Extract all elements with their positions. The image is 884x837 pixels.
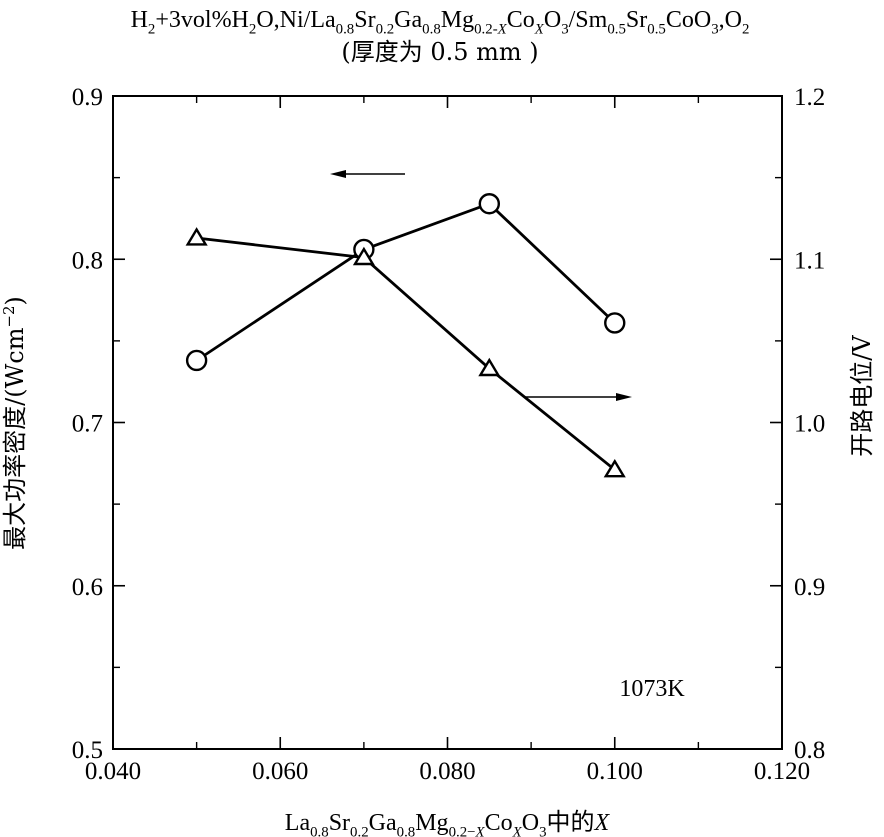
x-tick-label: 0.080	[419, 758, 475, 785]
y-tick-label: 0.9	[72, 84, 103, 111]
x-axis: 0.040 0.060 0.080 0.100 0.120	[85, 96, 810, 785]
y-tick-label: 0.9	[794, 574, 825, 601]
x-tick-label: 0.100	[587, 758, 643, 785]
y-axis-left: 0.5 0.6 0.7 0.8 0.9	[72, 84, 125, 764]
data-point-circle	[604, 312, 626, 334]
data-point-triangle	[603, 458, 626, 478]
data-point-triangle	[185, 227, 208, 246]
y-tick-label: 0.8	[794, 737, 825, 764]
data-point-triangle	[478, 357, 501, 377]
y-tick-label: 0.5	[72, 737, 103, 764]
y-axis-left-label: 最大功率密度/(Wcm−2)	[0, 296, 29, 550]
y-tick-label: 1.0	[794, 411, 825, 438]
left-axis-arrow	[330, 170, 405, 178]
y-tick-label: 1.2	[794, 84, 825, 111]
y-axis-right: 0.8 0.9 1.0 1.1 1.2	[770, 84, 825, 764]
annotation-temperature: 1073K	[619, 676, 685, 702]
x-axis-label: La0.8Sr0.2Ga0.8Mg0.2−XCoXO3中的X	[285, 809, 611, 837]
y-tick-label: 0.6	[72, 574, 103, 601]
chart-title: H2+3vol%H2O,Ni/La0.8Sr0.2Ga0.8Mg0.2-XCoX…	[131, 7, 750, 38]
x-tick-label: 0.040	[85, 758, 141, 785]
series-line-triangle	[196, 236, 616, 471]
x-tick-label: 0.060	[252, 758, 308, 785]
chart-subtitle: (厚度为 0.5 mm )	[341, 38, 538, 66]
y-tick-label: 1.1	[794, 247, 825, 274]
data-point-circle	[185, 349, 208, 372]
x-tick-label: 0.120	[754, 758, 810, 785]
series-layer	[185, 193, 626, 478]
data-point-triangle	[352, 246, 375, 266]
y-tick-label: 0.8	[72, 247, 103, 274]
y-axis-right-label: 开路电位/V	[848, 335, 876, 457]
data-point-circle	[478, 193, 501, 215]
y-tick-label: 0.7	[72, 411, 103, 438]
right-axis-arrow	[524, 393, 632, 401]
series-line-circle	[195, 202, 616, 362]
plot-frame	[112, 95, 783, 750]
